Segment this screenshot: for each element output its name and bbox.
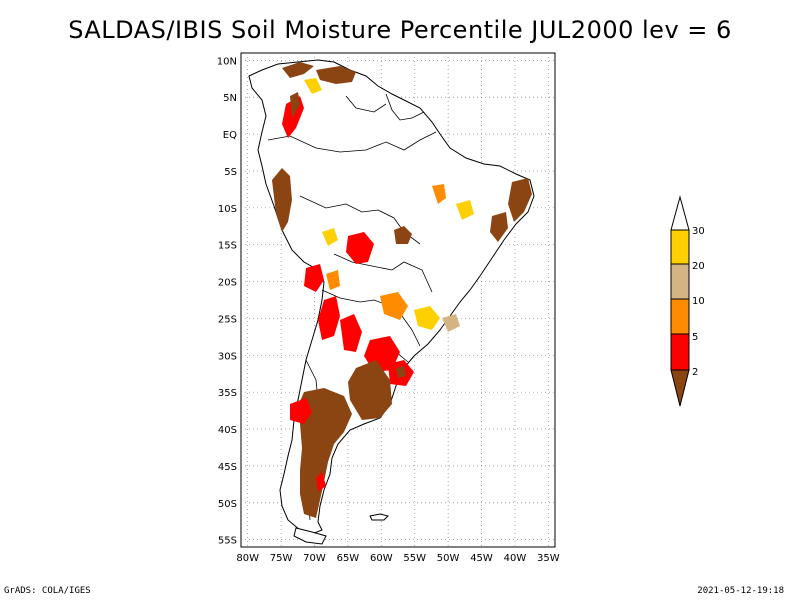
lon-tick-label: 70W — [303, 553, 326, 564]
shade-20-30 — [414, 306, 440, 330]
shade-2-5 — [346, 232, 374, 264]
shade-below-2 — [290, 92, 300, 118]
shade-2-5 — [340, 314, 362, 352]
shade-below-2 — [396, 366, 406, 378]
shade-below-2 — [316, 66, 356, 84]
legend-swatch-5-10 — [670, 298, 690, 335]
map-title: SALDAS/IBIS Soil Moisture Percentile JUL… — [68, 16, 732, 44]
lon-tick-label: 40W — [504, 553, 527, 564]
lat-tick-label: 20S — [218, 278, 237, 289]
lon-tick-label: 60W — [370, 553, 393, 564]
legend-swatch-10-20 — [670, 263, 690, 300]
shade-below-2 — [348, 360, 392, 420]
lat-tick-label: 5N — [223, 93, 237, 104]
footer-credit: GrADS: COLA/IGES — [4, 586, 91, 596]
legend-label-30: 30 — [692, 226, 705, 237]
lat-tick-label: EQ — [223, 130, 237, 141]
lat-tick-label: 40S — [218, 425, 237, 436]
shade-2-5 — [304, 264, 324, 292]
lat-tick-label: 5S — [224, 167, 237, 178]
lon-tick-label: 50W — [437, 553, 460, 564]
shade-5-10 — [326, 270, 340, 290]
lon-tick-label: 65W — [337, 553, 360, 564]
colorbar-legend: 30 20 10 5 2 — [670, 195, 705, 407]
shade-below-2 — [394, 226, 412, 244]
shade-below-2 — [298, 388, 352, 518]
legend-label-2: 2 — [692, 367, 698, 378]
legend-swatch-below-2 — [670, 369, 690, 407]
shade-20-30 — [456, 200, 474, 220]
longitude-labels: 80W 75W 70W 65W 60W 55W 50W 45W 40W 35W — [236, 553, 559, 564]
lat-tick-label: 10N — [217, 56, 237, 67]
legend-swatch-above-30 — [670, 195, 690, 231]
shade-20-30 — [304, 78, 322, 94]
shade-2-5 — [316, 472, 326, 492]
lon-tick-label: 55W — [403, 553, 426, 564]
legend-label-20: 20 — [692, 261, 705, 272]
lat-tick-label: 10S — [218, 204, 237, 215]
lat-tick-label: 25S — [218, 314, 237, 325]
shade-below-2 — [272, 168, 292, 232]
lat-tick-label: 35S — [218, 388, 237, 399]
lat-tick-label: 45S — [218, 462, 237, 473]
latitude-labels: 10N 5N EQ 5S 10S 15S 20S 25S 30S 35S 40S 45S 50S 55S — [217, 56, 237, 546]
lat-tick-label: 55S — [218, 536, 237, 547]
legend-label-5: 5 — [692, 332, 698, 343]
soil-moisture-shading — [272, 62, 532, 518]
shade-10-20 — [442, 314, 460, 332]
lat-tick-label: 30S — [218, 351, 237, 362]
shade-20-30 — [322, 228, 338, 246]
shade-5-10 — [380, 292, 408, 320]
footer-timestamp: 2021-05-12-19:18 — [697, 586, 784, 596]
tierra-del-fuego — [293, 527, 327, 545]
lat-tick-label: 15S — [218, 241, 237, 252]
falkland-islands — [369, 513, 389, 521]
lat-tick-label: 50S — [218, 499, 237, 510]
shade-below-2 — [490, 212, 508, 242]
shade-5-10 — [432, 184, 446, 204]
legend-label-10: 10 — [692, 296, 705, 307]
shade-2-5 — [318, 296, 340, 340]
shade-below-2 — [508, 178, 532, 222]
shade-below-2 — [282, 62, 314, 78]
lon-tick-label: 45W — [470, 553, 493, 564]
lon-tick-label: 80W — [236, 553, 259, 564]
lon-tick-label: 75W — [270, 553, 293, 564]
legend-swatch-2-5 — [670, 333, 690, 371]
lon-tick-label: 35W — [537, 553, 560, 564]
shade-2-5 — [290, 398, 312, 424]
legend-swatch-20-30 — [670, 229, 690, 265]
